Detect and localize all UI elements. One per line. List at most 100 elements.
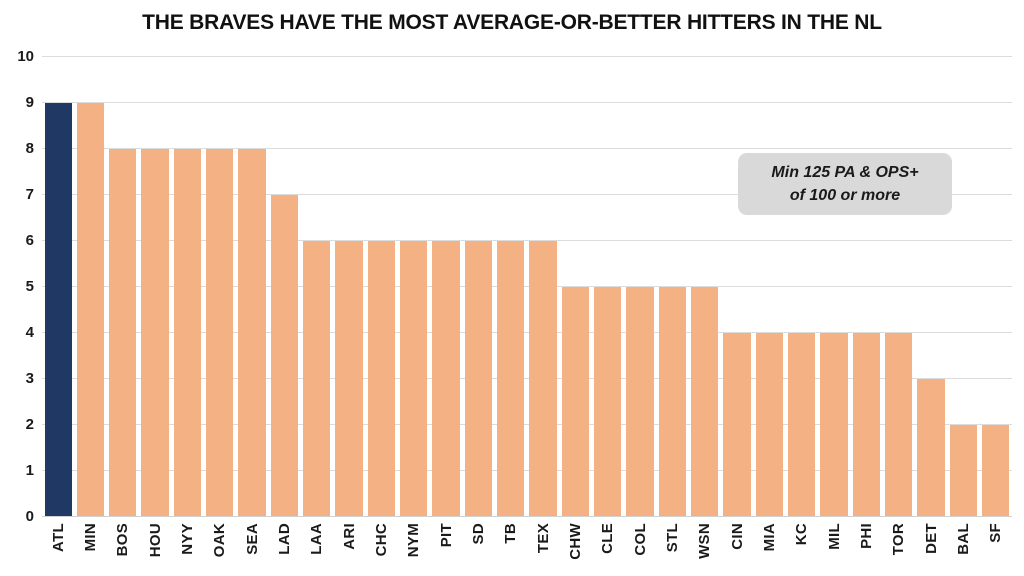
annotation-line-2: of 100 or more [789, 187, 901, 204]
gridline-4 [42, 332, 1012, 333]
bar-slot-oak [204, 57, 236, 517]
bar-cle [594, 287, 622, 517]
x-tick-label-sd: SD [469, 523, 487, 545]
x-label-slot-stl: STL [656, 523, 688, 575]
x-label-slot-cle: CLE [592, 523, 624, 575]
x-tick-label-mil: MIL [825, 523, 843, 550]
x-label-slot-mil: MIL [818, 523, 850, 575]
x-tick-label-ari: ARI [340, 523, 358, 550]
x-tick-label-wsn: WSN [696, 523, 714, 559]
x-label-slot-col: COL [624, 523, 656, 575]
x-tick-label-chw: CHW [566, 523, 584, 560]
y-tick-label-3: 3 [25, 370, 34, 387]
bar-slot-tb [495, 57, 527, 517]
y-tick-label-6: 6 [25, 232, 34, 249]
x-label-slot-hou: HOU [139, 523, 171, 575]
bar-slot-pit [430, 57, 462, 517]
bar-bos [109, 149, 137, 517]
x-tick-label-kc: KC [793, 523, 811, 546]
bar-slot-tor [883, 57, 915, 517]
bar-tb [497, 241, 525, 517]
bar-slot-chw [559, 57, 591, 517]
bar-kc [788, 333, 816, 517]
bar-slot-mil [818, 57, 850, 517]
bar-laa [303, 241, 331, 517]
x-label-slot-phi: PHI [850, 523, 882, 575]
bar-sd [464, 241, 493, 517]
x-label-slot-tex: TEX [527, 523, 559, 575]
x-tick-label-cin: CIN [728, 523, 746, 550]
x-tick-label-bal: BAL [954, 523, 972, 555]
y-tick-label-2: 2 [25, 416, 34, 433]
annotation-line-1: Min 125 PA & OPS+ [771, 164, 919, 181]
y-tick-label-0: 0 [25, 508, 34, 525]
gridline-3 [42, 378, 1012, 379]
x-tick-label-hou: HOU [146, 523, 164, 558]
x-label-slot-bos: BOS [107, 523, 139, 575]
bar-slot-lad [268, 57, 300, 517]
bar-min [76, 103, 105, 517]
bar-slot-cin [721, 57, 753, 517]
bar-col [626, 287, 654, 517]
gridline-7 [42, 194, 1012, 195]
bar-slot-det [915, 57, 947, 517]
bar-oak [206, 149, 234, 517]
x-tick-label-det: DET [922, 523, 940, 554]
y-axis-tick-labels: 0 1 2 3 4 5 6 7 8 9 10 [0, 49, 34, 525]
x-tick-label-tb: TB [502, 523, 520, 544]
x-label-slot-chw: CHW [559, 523, 591, 575]
x-label-slot-det: DET [915, 523, 947, 575]
bars [42, 57, 1012, 517]
x-label-slot-min: MIN [74, 523, 106, 575]
bar-ari [335, 241, 363, 517]
x-tick-label-sf: SF [987, 523, 1005, 543]
gridline-9 [42, 102, 1012, 103]
x-label-slot-ari: ARI [333, 523, 365, 575]
gridline-1 [42, 470, 1012, 471]
bar-bal [949, 425, 978, 517]
x-tick-label-mia: MIA [760, 523, 778, 552]
bar-slot-sea [236, 57, 268, 517]
x-tick-label-min: MIN [81, 523, 99, 552]
bar-slot-laa [301, 57, 333, 517]
bar-nyy [173, 149, 202, 517]
bar-slot-hou [139, 57, 171, 517]
x-tick-label-chc: CHC [372, 523, 390, 557]
bar-mil [820, 333, 848, 517]
gridline-5 [42, 286, 1012, 287]
bar-slot-ari [333, 57, 365, 517]
bar-slot-min [74, 57, 106, 517]
bar-cin [723, 333, 751, 517]
x-label-slot-nym: NYM [398, 523, 430, 575]
bar-slot-nyy [171, 57, 203, 517]
bar-chw [561, 287, 590, 517]
y-tick-label-1: 1 [25, 462, 34, 479]
bar-slot-phi [850, 57, 882, 517]
y-tick-label-8: 8 [25, 140, 34, 157]
x-tick-label-phi: PHI [857, 523, 875, 549]
plot-area [42, 56, 1012, 517]
x-axis-tick-labels: ATL MIN BOS HOU NYY OAK SEA LAD LAA ARI CHC NYM PIT S… [42, 523, 1012, 575]
x-tick-label-laa: LAA [308, 523, 326, 555]
bar-slot-stl [656, 57, 688, 517]
bar-mia [755, 333, 784, 517]
y-tick-label-10: 10 [17, 48, 34, 65]
x-label-slot-wsn: WSN [689, 523, 721, 575]
x-tick-label-lad: LAD [275, 523, 293, 555]
x-axis-line [42, 516, 1012, 517]
gridline-6 [42, 240, 1012, 241]
x-label-slot-atl: ATL [42, 523, 74, 575]
bar-atl [44, 103, 72, 517]
bar-slot-tex [527, 57, 559, 517]
x-label-slot-pit: PIT [430, 523, 462, 575]
y-tick-label-5: 5 [25, 278, 34, 295]
x-label-slot-sf: SF [980, 523, 1012, 575]
bar-det [917, 379, 945, 517]
y-tick-label-4: 4 [25, 324, 34, 341]
y-tick-label-7: 7 [25, 186, 34, 203]
bar-chc [367, 241, 396, 517]
x-tick-label-col: COL [631, 523, 649, 556]
bar-tex [529, 241, 557, 517]
bar-slot-nym [398, 57, 430, 517]
x-tick-label-sea: SEA [243, 523, 261, 555]
